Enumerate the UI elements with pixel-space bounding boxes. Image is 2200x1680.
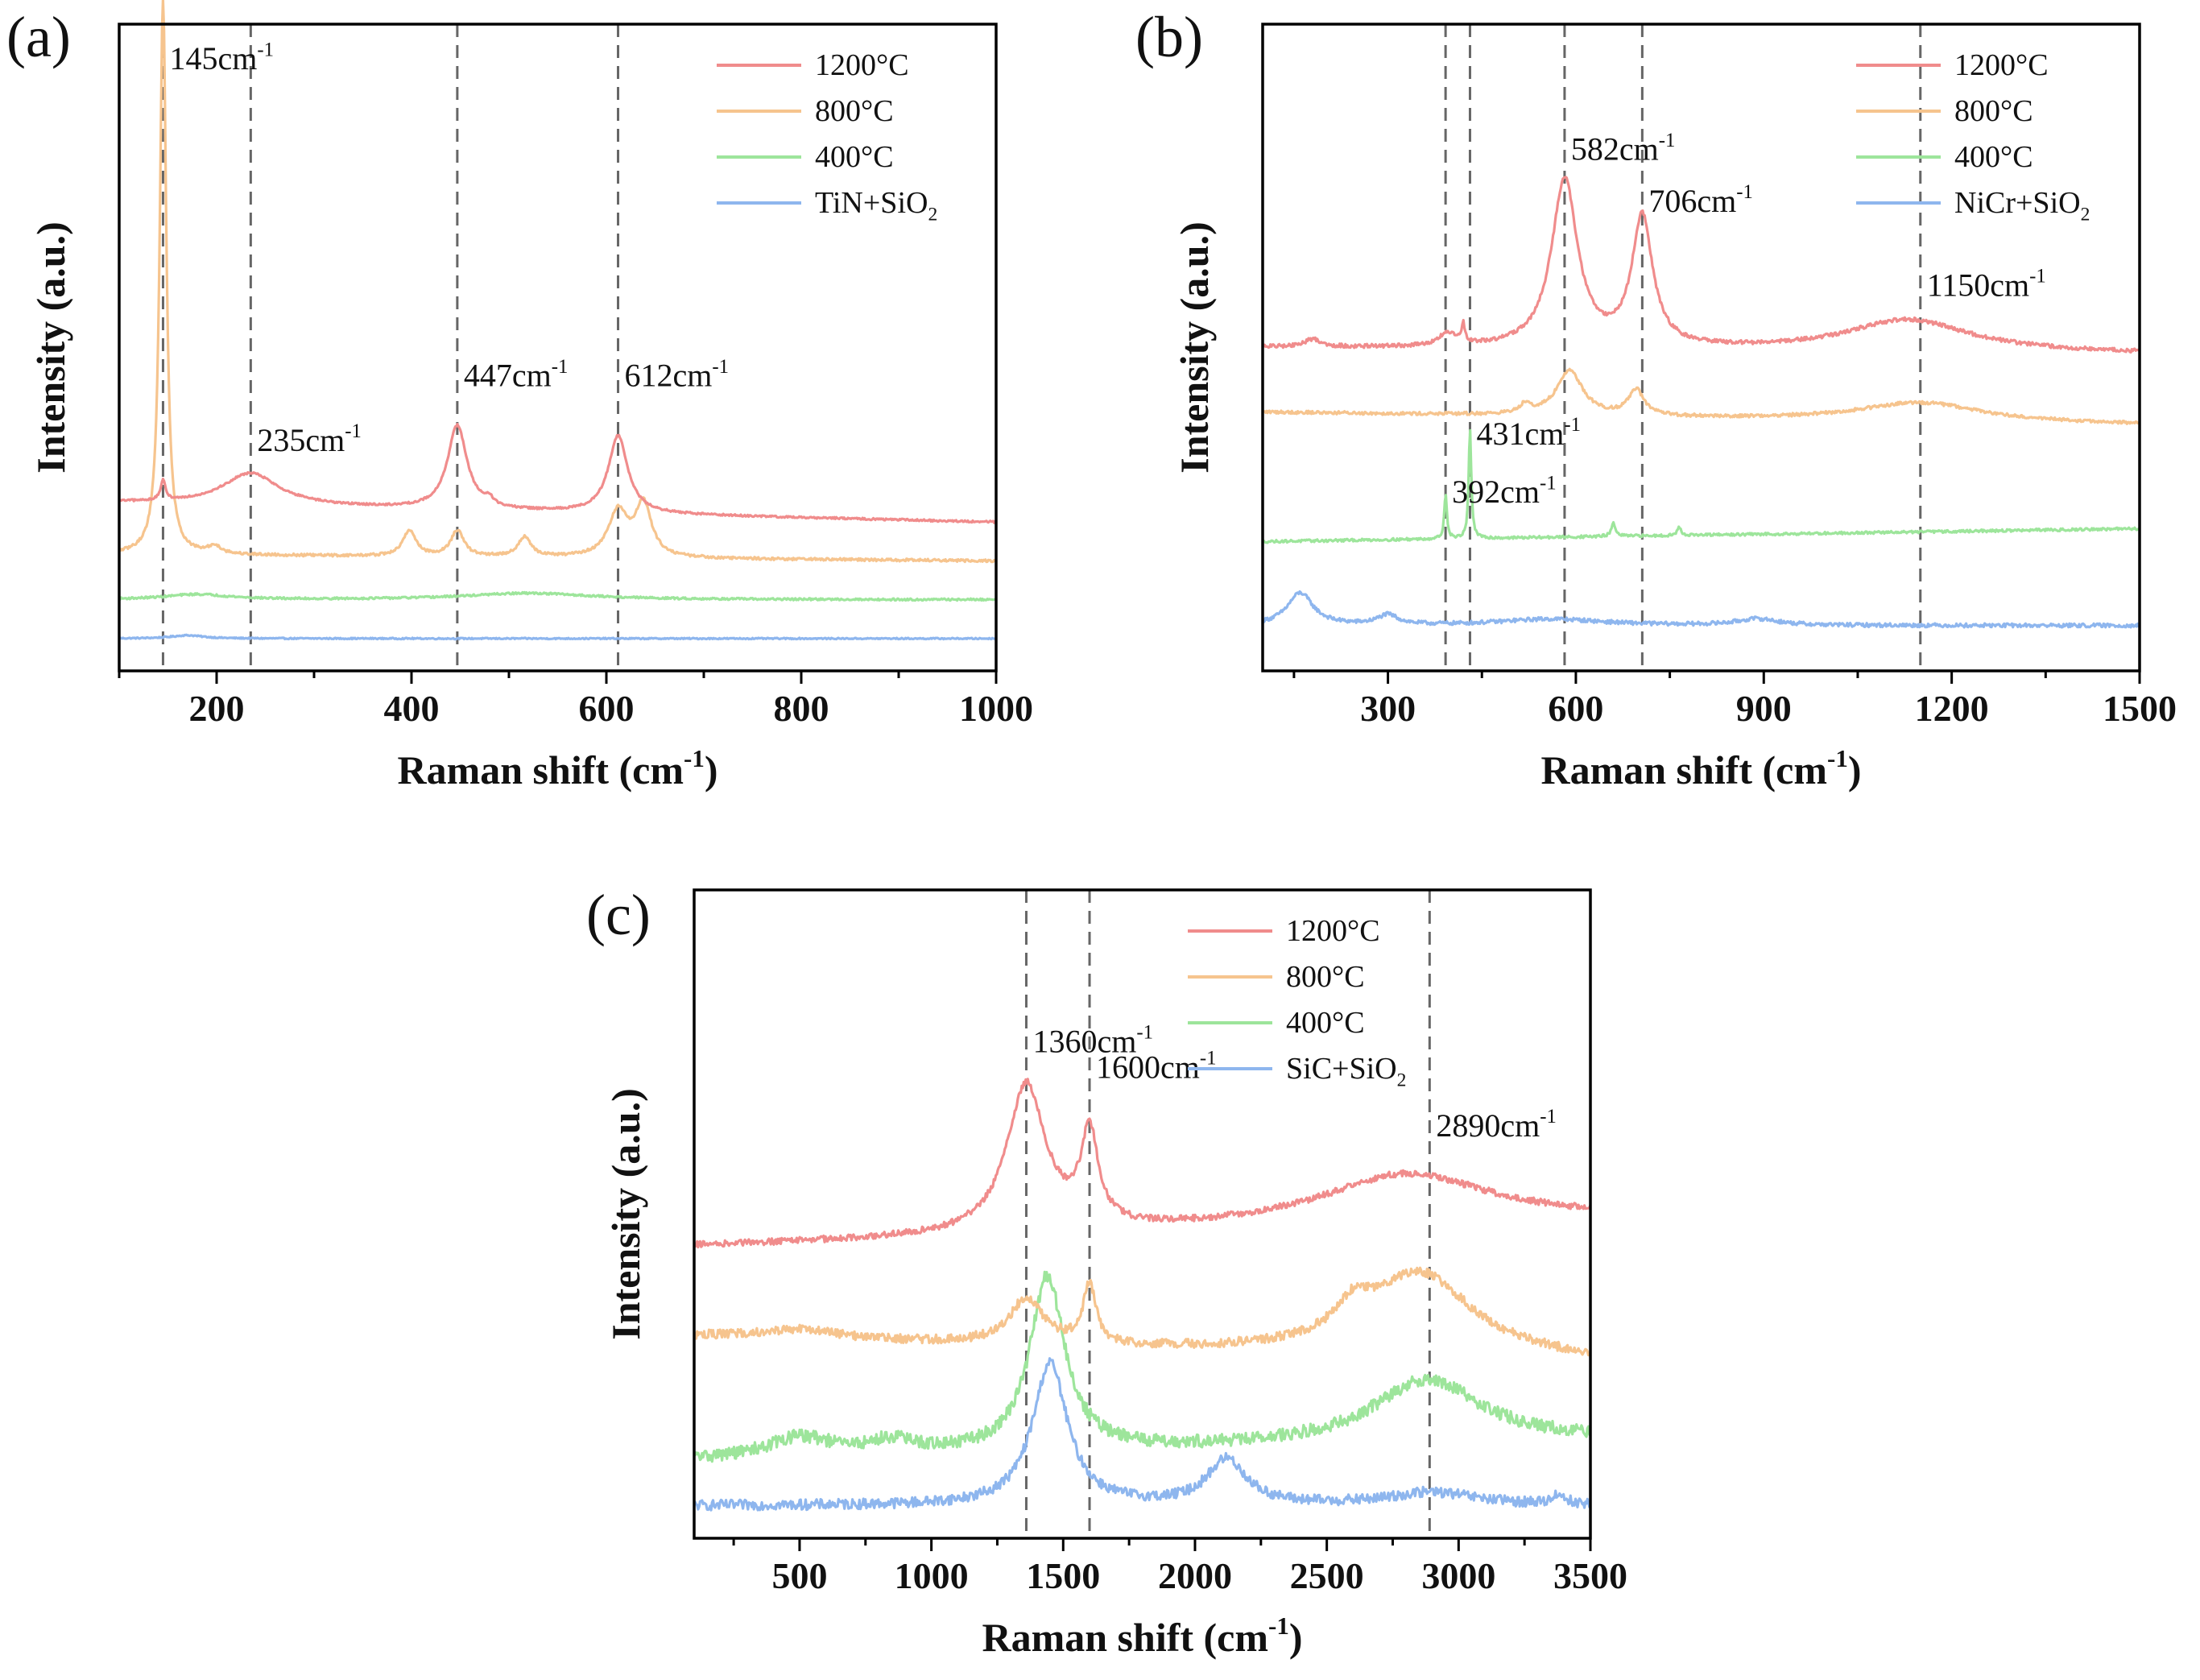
peak-annotation-2890: 2890cm-1	[1436, 1106, 1557, 1144]
series-line-nicr-sio2	[1261, 590, 2140, 629]
x-tick-label: 3000	[1421, 1555, 1495, 1596]
legend-label: 400°C	[1286, 1006, 1365, 1040]
series-line-400-c	[1262, 428, 2141, 544]
peak-annotation-235: 235cm-1	[257, 420, 362, 458]
legend-label: 1200°C	[1954, 48, 2049, 82]
x-tick-label: 300	[1360, 688, 1416, 729]
peak-annotation-1600: 1600cm-1	[1096, 1048, 1217, 1086]
series-line-400-c	[118, 590, 997, 602]
legend-label: 800°C	[1954, 94, 2033, 128]
x-tick-label: 1200	[1915, 688, 1989, 729]
panel-a: 200 400 600 800 1000 Raman shift (cm-1) Intens…	[6, 0, 1033, 792]
x-tick-label: 1000	[895, 1555, 969, 1596]
x-tick-label: 1500	[1026, 1555, 1100, 1596]
legend-label: 400°C	[1954, 140, 2033, 174]
peak-annotation-431: 431cm-1	[1476, 414, 1581, 452]
peak-annotation-447: 447cm-1	[464, 356, 569, 394]
y-axis-title: Intensity (a.u.)	[1172, 221, 1217, 474]
x-axis-title: Raman shift (cm-1)	[397, 744, 717, 792]
legend-label: 800°C	[1286, 960, 1365, 994]
peak-annotation-612: 612cm-1	[625, 356, 730, 394]
x-axis-title: Raman shift (cm-1)	[982, 1612, 1302, 1660]
panel-label: (a)	[6, 5, 71, 69]
peak-annotation-706: 706cm-1	[1648, 181, 1753, 219]
series-line-1200-c	[1261, 176, 2140, 354]
legend-label: 1200°C	[815, 48, 909, 82]
x-tick-label: 600	[579, 688, 635, 729]
legend-label: 800°C	[815, 94, 894, 128]
plot-frame	[118, 23, 998, 672]
series-line-800-c	[693, 1266, 1591, 1357]
series-line-sic-sio2	[693, 1357, 1592, 1512]
series-line-800-c	[118, 0, 998, 564]
plot-frame	[1261, 23, 2141, 672]
legend-label: SiC+SiO2	[1286, 1052, 1406, 1091]
x-tick-label: 600	[1548, 688, 1603, 729]
x-tick-label: 500	[771, 1555, 827, 1596]
legend-label: 1200°C	[1286, 914, 1380, 948]
panel-label: (c)	[586, 883, 651, 947]
peak-annotation-1150: 1150cm-1	[1927, 265, 2046, 303]
panel-b: 300 600 900 1200 1500 Raman shift (cm-1) Inten…	[1135, 5, 2177, 792]
x-tick-label: 1500	[2103, 688, 2177, 729]
series-line-tin-sio2	[118, 633, 997, 641]
peak-annotation-1360: 1360cm-1	[1032, 1021, 1153, 1059]
x-tick-label: 3500	[1553, 1555, 1627, 1596]
series-line-400-c	[693, 1270, 1592, 1463]
x-axis-title: Raman shift (cm-1)	[1540, 744, 1861, 792]
x-tick-label: 2000	[1158, 1555, 1232, 1596]
series-line-800-c	[1262, 367, 2141, 425]
legend-label: NiCr+SiO2	[1954, 186, 2090, 226]
legend-label: 400°C	[815, 140, 894, 174]
y-axis-title: Intensity (a.u.)	[603, 1088, 648, 1340]
peak-annotation-582: 582cm-1	[1571, 130, 1676, 168]
x-tick-label: 2500	[1290, 1555, 1364, 1596]
panel-label: (b)	[1135, 5, 1203, 69]
x-tick-label: 800	[774, 688, 829, 729]
x-tick-label: 200	[189, 688, 245, 729]
plot-frame	[693, 888, 1592, 1540]
y-axis-title: Intensity (a.u.)	[28, 221, 73, 474]
series-line-1200-c	[693, 1078, 1592, 1249]
legend-label: TiN+SiO2	[815, 186, 937, 226]
x-tick-label: 1000	[959, 688, 1033, 729]
x-tick-label: 900	[1736, 688, 1792, 729]
peak-annotation-145: 145cm-1	[169, 39, 274, 77]
series-line-1200-c	[118, 423, 997, 524]
x-tick-label: 400	[384, 688, 440, 729]
panel-c: 500 1000 1500 2000 2500 3000 3500 Raman shift (…	[586, 883, 1627, 1660]
peak-annotation-392: 392cm-1	[1452, 472, 1557, 510]
